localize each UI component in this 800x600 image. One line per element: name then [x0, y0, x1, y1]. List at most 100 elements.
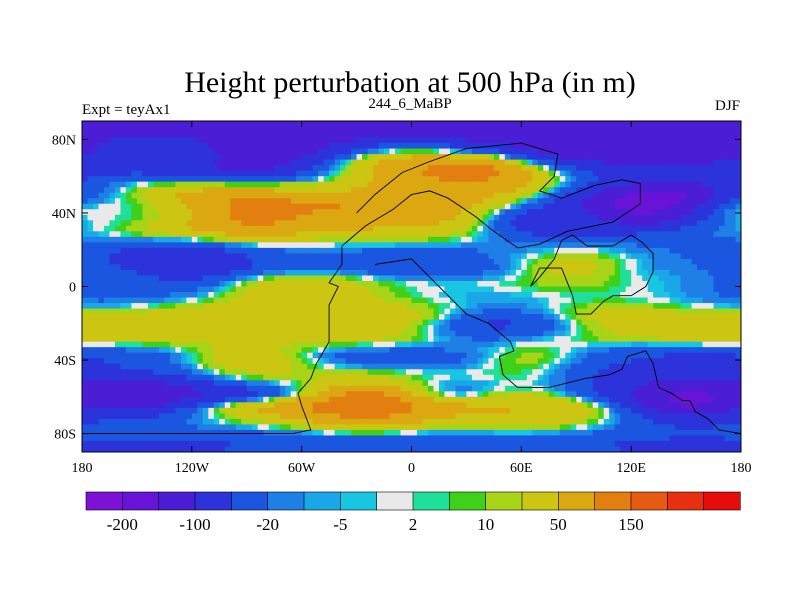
field-cell: [312, 176, 319, 183]
field-cell: [532, 121, 539, 128]
field-cell: [488, 126, 495, 133]
field-cell: [675, 269, 682, 277]
field-cell: [504, 275, 511, 282]
field-cell: [279, 319, 286, 326]
field-cell: [444, 341, 451, 348]
field-cell: [329, 347, 336, 354]
field-cell: [686, 225, 693, 232]
field-cell: [213, 314, 220, 321]
field-cell: [329, 336, 336, 343]
field-cell: [279, 330, 286, 337]
field-cell: [252, 170, 259, 177]
field-cell: [669, 242, 676, 249]
field-cell: [581, 137, 588, 144]
field-cell: [713, 341, 720, 348]
field-cell: [296, 203, 303, 210]
field-cell: [318, 297, 325, 304]
field-cell: [543, 292, 550, 299]
field-cell: [449, 176, 457, 183]
field-cell: [504, 181, 511, 188]
field-cell: [312, 220, 319, 227]
field-cell: [334, 269, 341, 277]
field-cell: [235, 247, 242, 254]
field-cell: [307, 176, 314, 183]
field-cell: [131, 176, 138, 183]
field-cell: [246, 336, 253, 343]
field-cell: [631, 341, 638, 348]
field-cell: [351, 236, 358, 243]
field-cell: [713, 242, 720, 249]
field-cell: [466, 225, 473, 232]
field-cell: [724, 214, 731, 221]
field-cell: [136, 121, 144, 128]
field-cell: [147, 220, 154, 227]
field-cell: [691, 225, 698, 232]
field-cell: [565, 308, 572, 315]
field-cell: [554, 325, 561, 332]
field-cell: [466, 132, 473, 139]
field-cell: [680, 121, 687, 128]
field-cell: [378, 159, 385, 166]
field-cell: [147, 159, 154, 166]
field-cell: [307, 325, 314, 332]
field-cell: [246, 247, 253, 254]
field-cell: [208, 148, 215, 155]
field-cell: [592, 176, 599, 183]
field-cell: [114, 303, 122, 310]
field-cell: [378, 347, 385, 354]
field-cell: [433, 214, 440, 221]
field-cell: [92, 154, 100, 161]
field-cell: [186, 286, 193, 293]
field-cell: [477, 225, 484, 232]
field-cell: [686, 198, 693, 205]
field-cell: [224, 143, 231, 150]
field-cell: [345, 198, 352, 205]
field-cell: [147, 148, 154, 155]
field-cell: [499, 143, 506, 150]
field-cell: [246, 176, 253, 183]
field-cell: [219, 275, 226, 282]
field-cell: [268, 236, 275, 243]
field-cell: [340, 319, 347, 326]
field-cell: [548, 242, 555, 249]
field-cell: [576, 275, 583, 282]
field-cell: [103, 148, 111, 155]
field-cell: [708, 308, 715, 315]
field-cell: [576, 292, 583, 299]
field-cell: [340, 132, 347, 139]
field-cell: [202, 176, 209, 183]
field-cell: [532, 203, 539, 210]
field-cell: [510, 137, 517, 144]
field-cell: [263, 347, 270, 354]
field-cell: [559, 154, 566, 161]
field-cell: [274, 203, 281, 210]
field-cell: [169, 275, 176, 282]
field-cell: [219, 121, 226, 128]
field-cell: [482, 187, 489, 194]
field-cell: [537, 330, 544, 337]
field-cell: [87, 187, 94, 194]
field-cell: [323, 187, 330, 194]
field-cell: [620, 132, 627, 139]
field-cell: [389, 148, 396, 155]
field-cell: [219, 148, 226, 155]
field-cell: [263, 203, 270, 210]
field-cell: [647, 319, 654, 326]
field-cell: [367, 203, 374, 210]
field-cell: [312, 121, 319, 128]
field-cell: [438, 253, 446, 260]
field-cell: [246, 297, 253, 304]
field-cell: [713, 308, 720, 315]
field-cell: [120, 220, 127, 227]
field-cell: [493, 121, 500, 128]
field-cell: [488, 341, 495, 348]
field-cell: [114, 325, 122, 332]
field-cell: [389, 297, 396, 304]
field-cell: [493, 159, 500, 166]
field-cell: [362, 165, 369, 172]
field-cell: [153, 170, 160, 177]
field-cell: [395, 132, 402, 139]
field-cell: [548, 247, 555, 254]
field-cell: [449, 121, 457, 128]
field-cell: [125, 253, 133, 260]
